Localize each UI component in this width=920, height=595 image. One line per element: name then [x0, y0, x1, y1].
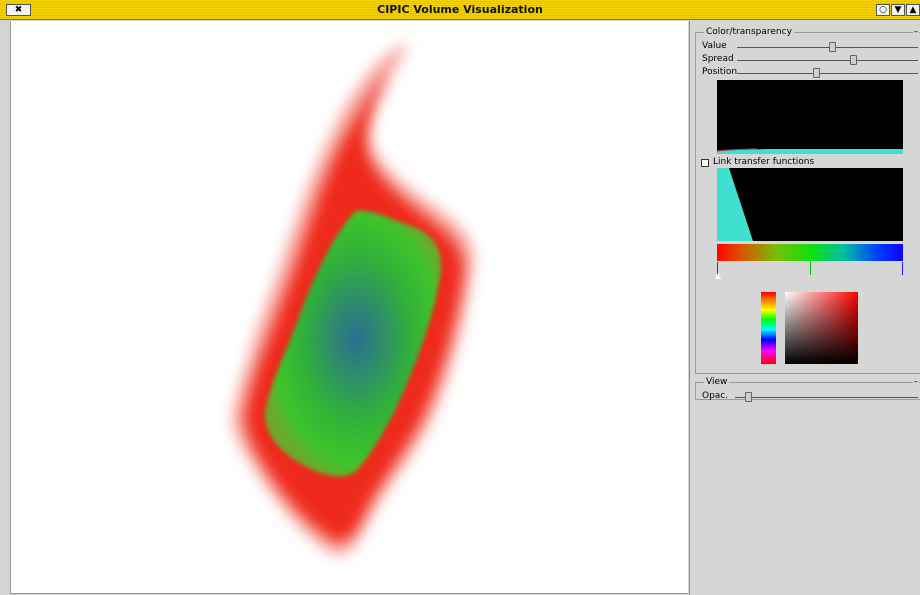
green-marker[interactable] [810, 262, 811, 275]
slider-thumb[interactable] [829, 42, 836, 52]
slider-label: Spread [702, 54, 734, 64]
value-slider[interactable]: Value [702, 41, 918, 52]
position-slider[interactable]: Position [702, 67, 918, 78]
close-icon: ✖ [14, 4, 23, 15]
slider-thumb[interactable] [850, 55, 857, 65]
slider-thumb[interactable] [745, 392, 752, 402]
hue-strip[interactable] [761, 292, 776, 364]
slider-track[interactable] [737, 47, 918, 48]
opacity-slider[interactable]: Opac. [702, 391, 918, 402]
link-transfer-label: Link transfer functions [713, 157, 815, 167]
slider-track[interactable] [737, 60, 918, 61]
saturation-value-square[interactable] [785, 292, 858, 364]
color-transparency-group: Color/transparency – Value Spread Positi… [695, 27, 920, 374]
window-title: CIPIC Volume Visualization [377, 3, 543, 16]
volume-render-canvas[interactable] [10, 21, 688, 594]
down-arrow-icon: ▼ [894, 4, 902, 15]
slider-thumb[interactable] [813, 68, 820, 78]
color-map-bar[interactable] [717, 244, 903, 261]
view-group: View – Opac. [695, 377, 920, 402]
circle-icon: ○ [879, 4, 887, 15]
blue-marker[interactable] [902, 262, 903, 275]
spread-slider[interactable]: Spread [702, 54, 918, 65]
color-transfer-plot[interactable] [717, 168, 903, 241]
group-label: View [704, 377, 730, 387]
control-panel: Color/transparency – Value Spread Positi… [689, 21, 920, 595]
close-button[interactable]: ✖ [6, 4, 31, 16]
slider-label: Position [702, 67, 738, 77]
opacity-transfer-curve [716, 148, 903, 154]
slider-label: Opac. [702, 391, 729, 401]
maximize-button[interactable]: ▲ [906, 4, 920, 16]
up-arrow-icon: ▲ [909, 4, 917, 15]
window-titlebar[interactable]: ✖ CIPIC Volume Visualization ○ ▼ ▲ [0, 0, 920, 20]
link-transfer-checkbox[interactable] [701, 159, 709, 167]
caret-icon: ▲ [715, 271, 722, 280]
red-marker[interactable] [717, 262, 718, 275]
collapse-button[interactable]: – [912, 27, 919, 37]
opacity-transfer-plot[interactable] [716, 80, 903, 154]
group-label: Color/transparency [704, 27, 794, 37]
window-menu-button[interactable]: ○ [876, 4, 890, 16]
slider-label: Value [702, 41, 727, 51]
color-transfer-curve [717, 168, 753, 241]
slider-track[interactable] [735, 397, 918, 398]
volume-render-inner [264, 210, 442, 477]
slider-track[interactable] [737, 73, 918, 74]
minimize-button[interactable]: ▼ [891, 4, 905, 16]
collapse-button[interactable]: – [912, 377, 919, 387]
